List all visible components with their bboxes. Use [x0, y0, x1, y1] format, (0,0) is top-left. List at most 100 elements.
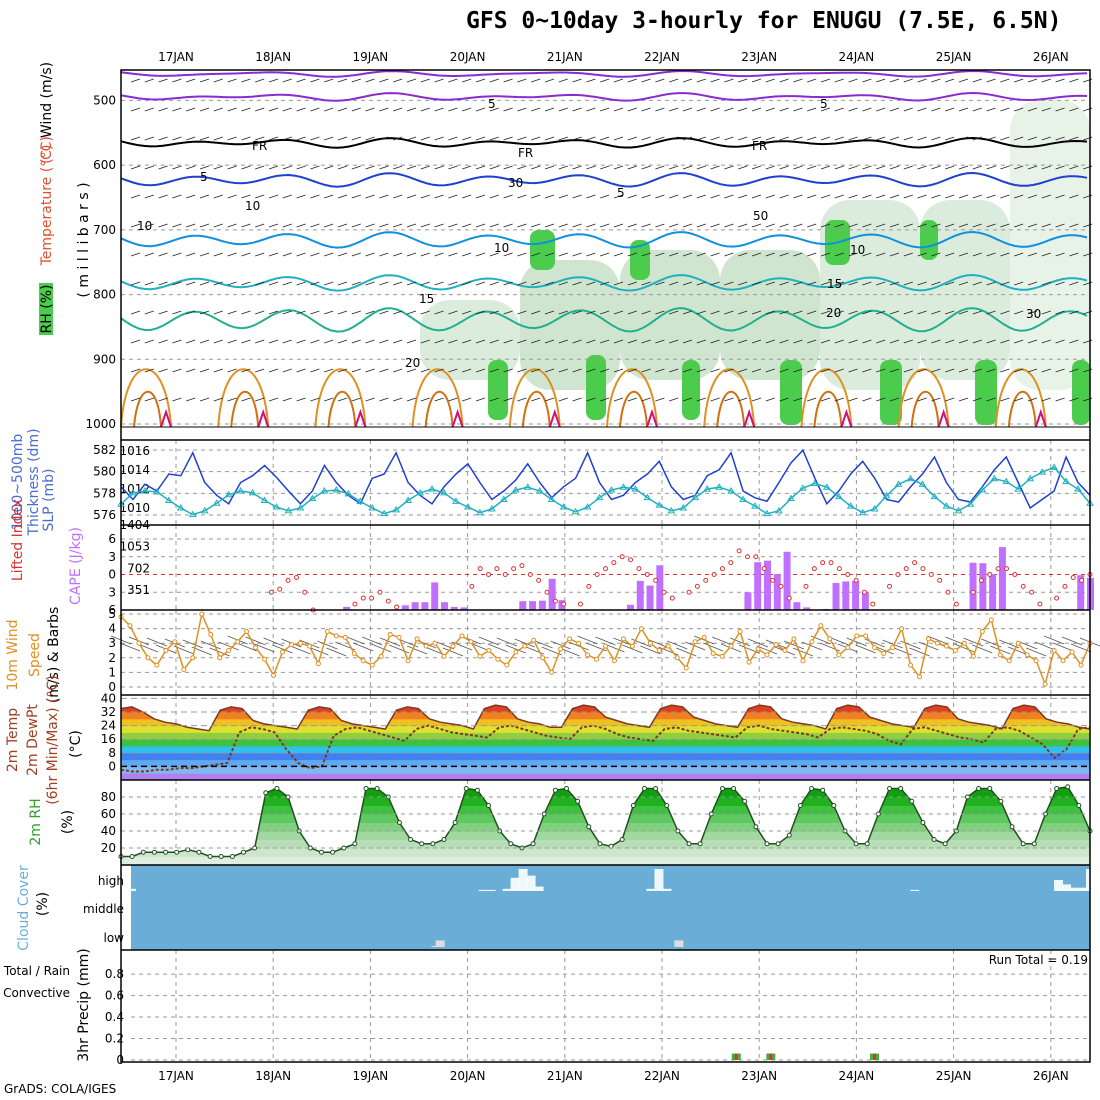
wind-barb [296, 194, 306, 199]
wind-barb [1027, 339, 1038, 344]
wind-barb [393, 107, 403, 112]
wind-barb [958, 165, 969, 170]
wind-barb [434, 165, 444, 170]
wind-barb [572, 194, 582, 199]
side-label-precip-1: Total / Rain [3, 964, 70, 978]
wind-barb [848, 339, 858, 344]
li-marker [360, 595, 366, 601]
contour-warm-loop [910, 391, 940, 428]
rh-line-marker [207, 854, 213, 859]
wind-barb [351, 368, 361, 373]
wind-barb [227, 252, 237, 257]
wind-barb [876, 194, 886, 199]
thickness-line-marker [344, 489, 353, 497]
wind-barb [682, 310, 693, 315]
wind-speed-line-marker [441, 653, 447, 659]
wind-barb [669, 223, 679, 228]
contour-label: 30 [508, 176, 523, 190]
rh-line-marker [853, 841, 859, 847]
wind-barb [144, 310, 154, 315]
wind-barb [655, 281, 665, 286]
wind-barb [517, 252, 527, 257]
wind-barb [517, 107, 527, 112]
date-label-top: 21JAN [547, 50, 583, 64]
wind-barb [1041, 339, 1051, 344]
wind-barb-10m [1052, 642, 1074, 652]
wind-barb [641, 252, 651, 257]
wind-barb [710, 223, 720, 228]
wind-barb [365, 78, 375, 83]
wind-barb [1069, 165, 1079, 170]
thickness-line-marker [954, 506, 963, 514]
wind-barb [945, 310, 955, 315]
pressure-tick: 800 [93, 288, 116, 302]
wind-barb [531, 165, 541, 170]
wind-speed-line-marker [280, 649, 285, 655]
thickness-line-marker [631, 485, 640, 492]
cloud-low-bar [435, 940, 445, 947]
thickness-line-marker [356, 497, 365, 504]
date-label-top: 24JAN [839, 50, 875, 64]
temp-band [121, 705, 1090, 706]
date-label-top: 18JAN [255, 50, 291, 64]
date-label-bottom: 20JAN [450, 1069, 486, 1083]
wind-barb-10m [478, 636, 500, 646]
wind-barb [793, 252, 803, 257]
rh-line-marker [129, 854, 135, 859]
wind-barb [862, 339, 872, 344]
wind-barb [213, 339, 223, 344]
wind-barb [351, 78, 361, 83]
wind-barb [931, 281, 941, 286]
wind-barb [199, 397, 210, 402]
thickness-tick: 578 [93, 486, 116, 500]
precip-tick: 0.2 [105, 1032, 124, 1046]
wind-barb [489, 252, 499, 257]
wind-speed-line-marker [737, 629, 743, 635]
wind-speed-line-marker [603, 643, 608, 649]
wind-barb [227, 397, 237, 402]
wind-barb [765, 107, 775, 112]
wind-barb [158, 194, 168, 199]
wind-barb [655, 136, 665, 141]
wind-barb [572, 78, 582, 83]
wind-speed-line-marker [369, 662, 375, 668]
wind-barb [1055, 136, 1065, 141]
wind-barb [807, 368, 817, 373]
wind-barb-10m [747, 638, 769, 648]
wind-barb [420, 223, 430, 228]
wind-speed-line-marker [378, 653, 384, 659]
rh-band [121, 797, 1090, 806]
wind-barb [1055, 397, 1065, 402]
wind-barb [641, 194, 651, 199]
wind-barb [379, 78, 389, 83]
contour-label: 20 [826, 306, 841, 320]
date-label-top: 22JAN [644, 50, 680, 64]
li-marker [753, 554, 759, 560]
wind-barb [751, 252, 762, 257]
wind-barb [365, 397, 375, 402]
wind-speed-line-marker [899, 626, 905, 632]
wind-speed-line-marker [710, 650, 716, 656]
wind-barb [558, 107, 568, 112]
wind-barb [420, 136, 430, 141]
wind-barb [296, 368, 306, 373]
wind-speed-line-marker [979, 629, 985, 635]
wind-barb [1055, 281, 1065, 286]
wind-barb [1014, 136, 1024, 141]
wind-barb [958, 223, 969, 228]
wind-barb-10m [532, 639, 553, 649]
wind-barb [531, 281, 541, 286]
rh-shading [920, 200, 1010, 380]
wind-barb [820, 281, 831, 286]
wind-barb [172, 281, 182, 286]
precip-convective-bar [769, 1053, 773, 1060]
cape-bar [861, 591, 869, 610]
cape-bar [998, 547, 1006, 610]
wind-barb [1027, 136, 1038, 141]
thickness-line-marker [176, 504, 185, 511]
wind-barb [255, 136, 265, 141]
wind-barb [393, 339, 403, 344]
wind-barb [765, 252, 775, 257]
wind-barb [310, 397, 320, 402]
wind-barb [158, 78, 168, 83]
